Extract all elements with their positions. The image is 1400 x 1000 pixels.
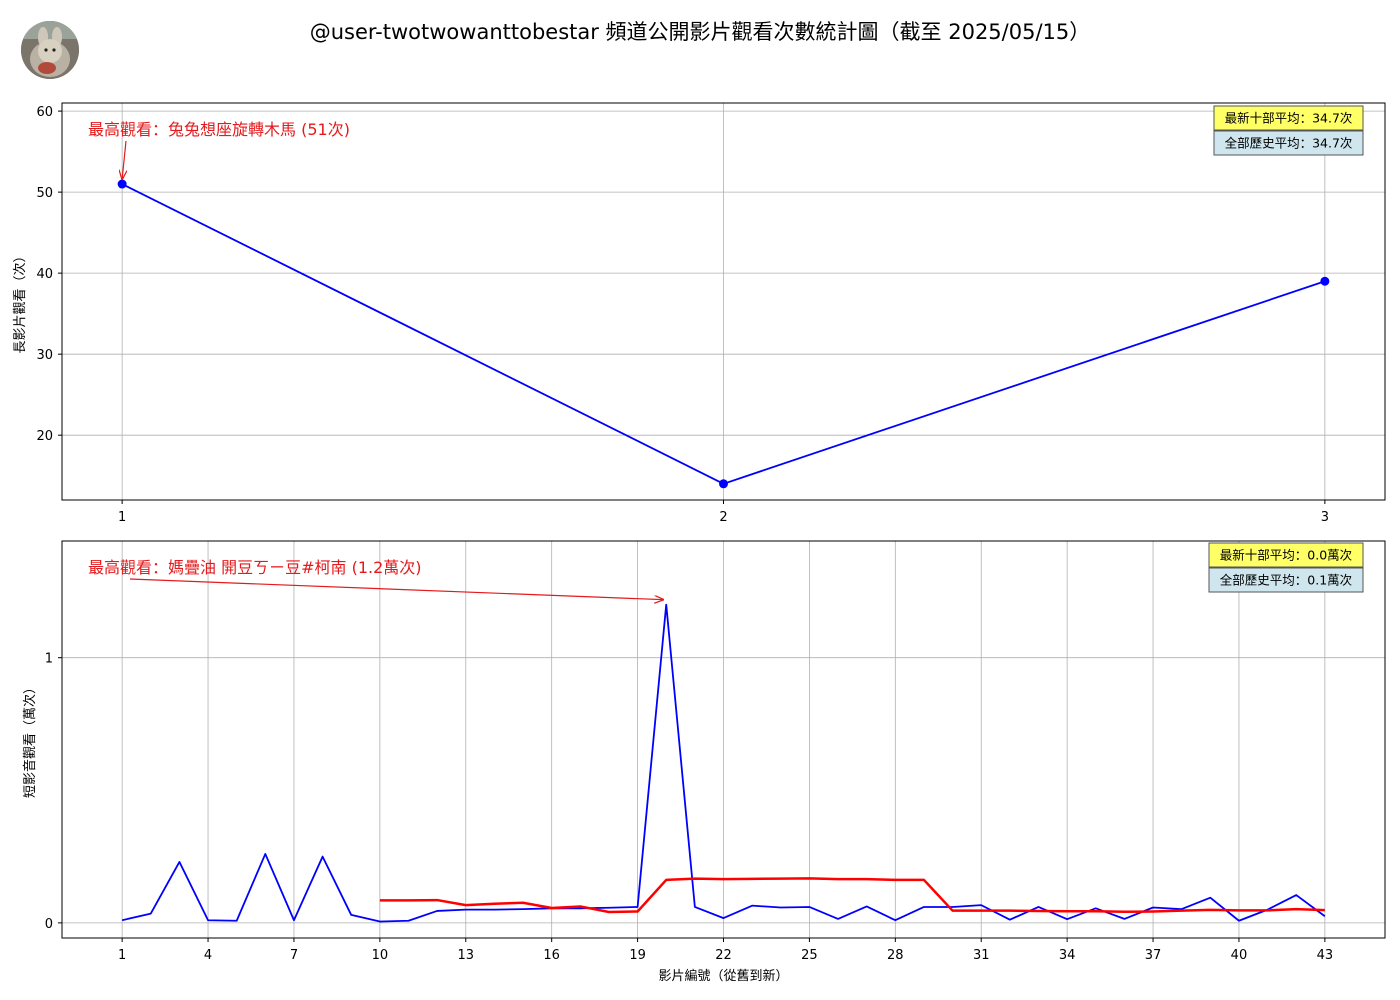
x-tick-label: 4 <box>204 948 212 963</box>
y-tick-label: 1 <box>45 652 53 667</box>
y-tick-label: 30 <box>36 348 53 363</box>
summary-box-recent <box>1213 105 1364 131</box>
peak-annotation-arrow <box>129 578 663 600</box>
x-tick-label: 16 <box>543 948 560 963</box>
summary-box-all <box>1213 130 1364 156</box>
y-tick-label: 20 <box>36 429 53 444</box>
x-tick-label: 25 <box>801 948 818 963</box>
data-point <box>117 179 127 189</box>
summary-text-recent: 最新十部平均：0.0萬次 <box>1220 548 1352 563</box>
x-axis-label: 影片編號（從舊到新） <box>658 968 788 984</box>
panel-1: 1 2 3 20 30 40 50 60 長影片觀看（次） 最高觀看：兔兔想座旋轉木馬 (51次)… <box>12 102 1386 525</box>
data-point <box>719 479 728 489</box>
x-tick-label: 40 <box>1231 948 1248 963</box>
summary-box-recent <box>1208 542 1364 568</box>
summary-text-all: 全部歷史平均：0.1萬次 <box>1220 573 1352 588</box>
x-tick-label: 13 <box>457 948 474 963</box>
chart-title: @user-twotwowanttobestar 頻道公開影片觀看次數統計圖（截… <box>309 20 1091 44</box>
y-tick-label: 40 <box>36 267 53 282</box>
y-tick-label: 60 <box>36 105 53 120</box>
x-tick-label: 1 <box>118 510 126 525</box>
y-axis-label: 短影音觀看（萬次） <box>22 681 38 798</box>
data-point <box>1320 276 1330 286</box>
channel-avatar <box>21 21 79 79</box>
x-tick-label: 1 <box>118 948 126 963</box>
x-tick-label: 28 <box>887 948 904 963</box>
x-tick-label: 3 <box>1321 510 1329 525</box>
x-tick-label: 7 <box>290 948 298 963</box>
x-tick-label: 43 <box>1317 948 1334 963</box>
x-tick-label: 37 <box>1145 948 1162 963</box>
summary-text-all: 全部歷史平均：34.7次 <box>1225 136 1353 151</box>
x-tick-label: 2 <box>719 510 727 525</box>
x-tick-label: 19 <box>629 948 646 963</box>
panel-2: 1 4 7 10 13 16 19 22 25 28 31 34 37 40 43 0 1 短影音觀看（萬次） 影片… <box>22 540 1386 984</box>
summary-box-all <box>1208 567 1364 593</box>
peak-annotation-arrow <box>122 140 126 179</box>
y-axis-label: 長影片觀看（次） <box>12 249 28 353</box>
series-line-2 <box>379 877 1325 914</box>
x-tick-label: 10 <box>372 948 389 963</box>
peak-annotation-label: 最高觀看：媽疊油 開豆ㄎㄧ豆#柯南 (1.2萬次) <box>88 558 422 577</box>
peak-annotation-label: 最高觀看：兔兔想座旋轉木馬 (51次) <box>88 120 350 139</box>
y-tick-label: 50 <box>36 186 53 201</box>
x-tick-label: 34 <box>1059 948 1076 963</box>
series-line-1 <box>121 603 1326 923</box>
x-tick-label: 22 <box>715 948 732 963</box>
x-tick-label: 31 <box>973 948 990 963</box>
summary-text-recent: 最新十部平均：34.7次 <box>1225 111 1353 126</box>
y-tick-label: 0 <box>45 917 53 932</box>
